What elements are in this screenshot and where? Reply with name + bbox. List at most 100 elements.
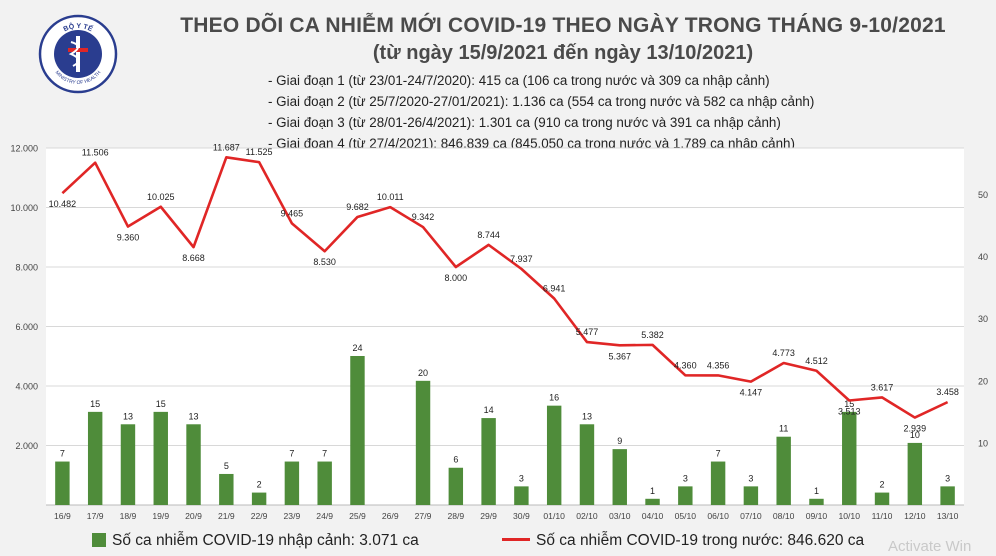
phase-notes: - Giai đoạn 1 (từ 23/01-24/7/2020): 415 … [268, 70, 814, 154]
y-right-tick-label: 20 [978, 376, 988, 386]
bar [514, 486, 529, 505]
bar [645, 498, 660, 505]
x-tick-label: 21/9 [218, 511, 235, 521]
legend-domestic: Số ca nhiễm COVID-19 trong nước: 846.620… [502, 532, 864, 550]
bar-data-label: 20 [418, 368, 428, 378]
bar-data-label: 3 [683, 473, 688, 483]
x-tick-label: 27/9 [415, 511, 432, 521]
y-right-tick-label: 50 [978, 190, 988, 200]
x-tick-label: 30/9 [513, 511, 530, 521]
x-tick-label: 28/9 [447, 511, 464, 521]
bar [448, 467, 464, 505]
x-tick-label: 03/10 [609, 511, 631, 521]
line-data-label: 9.465 [281, 208, 304, 218]
line-data-label: 11.687 [213, 142, 240, 152]
bar-data-label: 13 [582, 411, 592, 421]
bar [251, 492, 267, 505]
legend-imported-label: Số ca nhiễm COVID-19 nhập cảnh: 3.071 ca [112, 532, 419, 549]
x-tick-label: 07/10 [740, 511, 762, 521]
bar-data-label: 11 [779, 424, 788, 434]
y-left-tick-label: 10.000 [10, 203, 38, 213]
y-right-tick-label: 30 [978, 314, 988, 324]
bar-data-label: 2 [257, 480, 262, 490]
bar [186, 424, 201, 505]
line-data-label: 8.744 [477, 230, 500, 240]
bar-data-label: 13 [123, 411, 133, 421]
line-data-label: 4.360 [674, 360, 697, 370]
line-data-label: 10.011 [377, 192, 404, 202]
x-tick-label: 24/9 [316, 511, 333, 521]
bar-data-label: 15 [156, 399, 166, 409]
x-tick-label: 25/9 [349, 511, 366, 521]
x-tick-label: 01/10 [543, 511, 565, 521]
bar [710, 461, 726, 505]
line-data-label: 5.382 [641, 330, 664, 340]
line-data-label: 11.506 [82, 148, 109, 158]
bar [743, 486, 759, 505]
line-data-label: 9.342 [412, 212, 435, 222]
bar [940, 486, 955, 505]
line-data-label: 3.458 [936, 387, 959, 397]
bar-data-label: 16 [549, 393, 559, 403]
line-data-label: 8.530 [313, 257, 336, 267]
line-data-label: 6.941 [543, 284, 566, 294]
chart-subtitle: (từ ngày 15/9/2021 đến ngày 13/10/2021) [372, 42, 754, 64]
y-left-tick-label: 12.000 [10, 144, 38, 154]
x-tick-label: 05/10 [675, 511, 697, 521]
bar [415, 380, 431, 505]
bar-data-label: 10 [910, 430, 920, 440]
line-data-label: 4.147 [740, 388, 763, 398]
bar [87, 411, 103, 505]
bar [874, 492, 890, 505]
bar-data-label: 3 [945, 473, 950, 483]
y-left-tick-label: 2.000 [15, 441, 38, 451]
bar [842, 411, 857, 505]
bar [678, 486, 693, 505]
bar [219, 473, 234, 505]
phase-note-2: - Giai đoạn 2 (từ 25/7/2020-27/01/2021):… [268, 94, 815, 109]
bar-data-label: 6 [453, 455, 458, 465]
line-data-label: 8.668 [182, 253, 205, 263]
x-tick-label: 12/10 [904, 511, 926, 521]
bar [809, 498, 824, 505]
line-data-label: 4.773 [772, 348, 795, 358]
x-tick-label: 29/9 [480, 511, 497, 521]
x-tick-label: 22/9 [251, 511, 268, 521]
phase-note-1: - Giai đoạn 1 (từ 23/01-24/7/2020): 415 … [268, 73, 770, 88]
x-tick-label: 16/9 [54, 511, 71, 521]
bar-data-label: 7 [60, 449, 65, 459]
bar-data-label: 15 [844, 399, 854, 409]
x-tick-label: 06/10 [707, 511, 729, 521]
x-tick-label: 10/10 [838, 511, 860, 521]
y-right-tick-label: 40 [978, 252, 988, 262]
bar-data-label: 7 [322, 449, 327, 459]
x-tick-label: 11/10 [872, 511, 893, 521]
bar [907, 442, 923, 505]
x-tick-label: 26/9 [382, 511, 399, 521]
bar [55, 461, 70, 505]
bar-data-label: 24 [352, 343, 362, 353]
legend-line-swatch [502, 538, 530, 541]
bar-data-label: 9 [617, 436, 622, 446]
bar-data-label: 7 [716, 449, 721, 459]
line-data-label: 10.482 [49, 199, 77, 209]
x-tick-label: 18/9 [120, 511, 137, 521]
x-tick-label: 17/9 [87, 511, 104, 521]
chart-title: THEO DÕI CA NHIỄM MỚI COVID-19 THEO NGÀY… [180, 14, 946, 37]
bar [317, 461, 332, 505]
y-left-tick-label: 6.000 [15, 322, 38, 332]
bar-data-label: 1 [650, 486, 655, 496]
bar [546, 405, 562, 505]
x-tick-label: 19/9 [152, 511, 169, 521]
bar [579, 424, 595, 505]
x-tick-label: 08/10 [773, 511, 795, 521]
bar-data-label: 13 [189, 411, 199, 421]
line-data-label: 3.617 [871, 382, 894, 392]
x-tick-label: 04/10 [642, 511, 664, 521]
line-data-label: 9.360 [117, 233, 140, 243]
bar [776, 436, 791, 505]
y-left-tick-label: 4.000 [15, 382, 38, 392]
y-left-tick-label: 8.000 [15, 263, 38, 273]
bar [350, 355, 365, 505]
